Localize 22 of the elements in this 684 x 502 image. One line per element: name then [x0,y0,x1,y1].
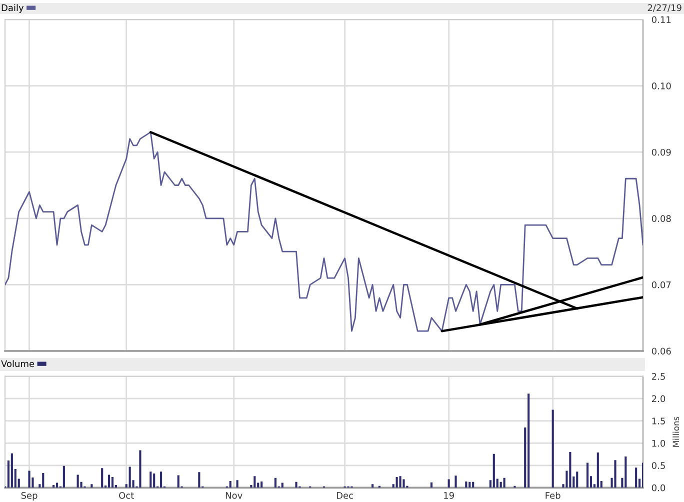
y-tick-label: 2.5 [652,373,665,380]
legend-label: Volume [1,360,34,368]
y-tick-label: 1.5 [652,418,665,424]
text: 2/27/19 [648,4,682,12]
y-tick-label: 0.08 [652,215,671,222]
x-tick-label: Sep [21,492,38,501]
y-tick-label: 0.0 [652,484,666,492]
y-tick-label: 0.06 [652,348,671,355]
y-tick-label: 0.09 [652,148,671,156]
x-tick-label: Nov [226,492,242,499]
x-tick-label: Dec [336,492,353,499]
x-tick-label: Oct [119,492,134,499]
y-tick-label: 0.5 [652,462,665,469]
y-axis-title: Millions [672,416,680,447]
x-tick-label: 19 [444,492,454,499]
y-tick-label: 0.10 [652,82,671,90]
y-tick-label: 0.11 [652,16,671,24]
legend-label: Daily [2,4,24,13]
y-tick-label: 0.07 [652,281,671,288]
y-tick-label: 2.0 [652,395,666,402]
y-tick-label: 1.0 [652,440,666,447]
x-tick-label: Feb [546,492,560,499]
